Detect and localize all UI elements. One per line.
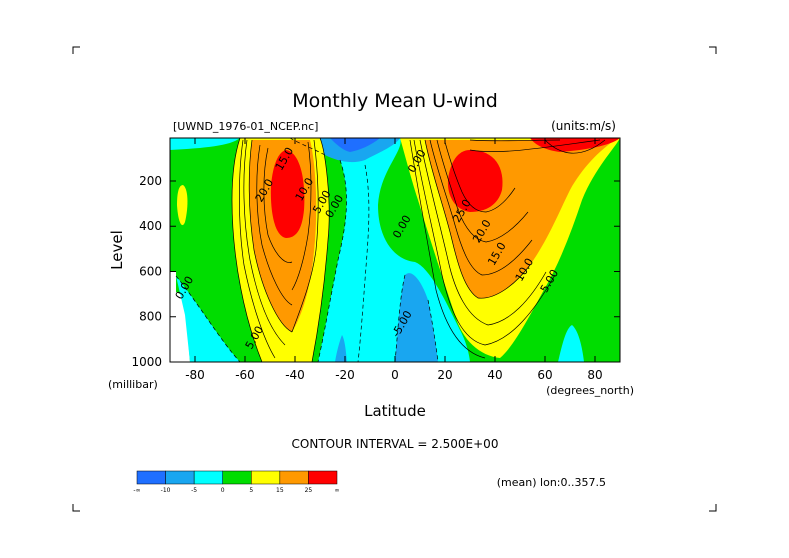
field-band-neg-10-plus [330,138,380,152]
colorbar-swatch [308,470,338,485]
dataset-label: [UWND_1976-01_NCEP.nc] [173,120,318,133]
field-band-neg5-10 [335,335,347,362]
y-axis-label: Level [108,230,126,270]
y-tick-label: 200 [139,174,162,188]
y-tick-label: 800 [139,310,162,324]
colorbar-swatch [279,470,309,485]
x-tick-label: 60 [537,368,552,382]
x-tick-label: -40 [285,368,305,382]
colorbar-label: -5 [191,487,197,494]
colorbar-swatch [165,470,195,485]
colorbar-label: -∞ [133,487,140,494]
mean-label: (mean) lon:0..357.5 [497,476,606,489]
colorbar-label: 0 [221,487,225,494]
chart-title: Monthly Mean U-wind [292,90,498,112]
x-tick-label: -20 [335,368,355,382]
contour-lines-negative [175,138,439,362]
x-tick-label: 40 [487,368,502,382]
x-axis-label: Latitude [364,402,426,420]
field-band-25-plus [270,150,305,238]
field-band-neg0-5 [176,276,240,362]
field-band-neg0-5 [558,325,584,362]
field-band-neg0-5 [170,138,240,150]
x-tick-label: 0 [391,368,399,382]
field-band-25-plus [447,150,503,212]
y-axis-ticks: 200 400 600 800 1000 [131,174,620,369]
y-tick-label: 1000 [131,355,162,369]
colorbar-swatch [136,470,166,485]
y-axis-units: (millibar) [108,378,158,391]
colorbar-label: 15 [276,487,284,494]
y-tick-label: 600 [139,264,162,278]
field-band-neg0-5 [310,138,470,362]
plot-area: 15.020.0 10.05.000.000.000.005.00 -5.000.0… [170,138,620,362]
colorbar-swatch [251,470,281,485]
x-tick-label: -60 [235,368,255,382]
missing-data-region [170,272,190,362]
x-axis-units: (degrees_north) [546,384,634,397]
colorbar-label: ∞ [335,487,340,494]
field-band-5-15 [177,185,188,226]
contour-interval-label: CONTOUR INTERVAL = 2.500E+00 [292,437,499,451]
colorbar-label: 5 [249,487,253,494]
corner-marks [72,46,717,512]
x-tick-label: 20 [437,368,452,382]
x-tick-label: -80 [185,368,205,382]
colorbar-swatch [222,470,252,485]
colorbar: -∞ -10 -5 0 5 15 25 ∞ [133,470,340,494]
colorbar-swatch [193,470,223,485]
x-tick-label: 80 [587,368,602,382]
y-tick-label: 400 [139,219,162,233]
colorbar-label: -10 [161,487,171,494]
x-axis-ticks: -80 -60 -40 -20 0 20 40 60 80 [185,138,603,382]
field-band-neg5-10 [395,273,438,362]
contour-lines [231,138,606,362]
field-band-25-plus [530,138,620,152]
units-label: (units:m/s) [551,119,616,133]
colorbar-label: 25 [305,487,313,494]
